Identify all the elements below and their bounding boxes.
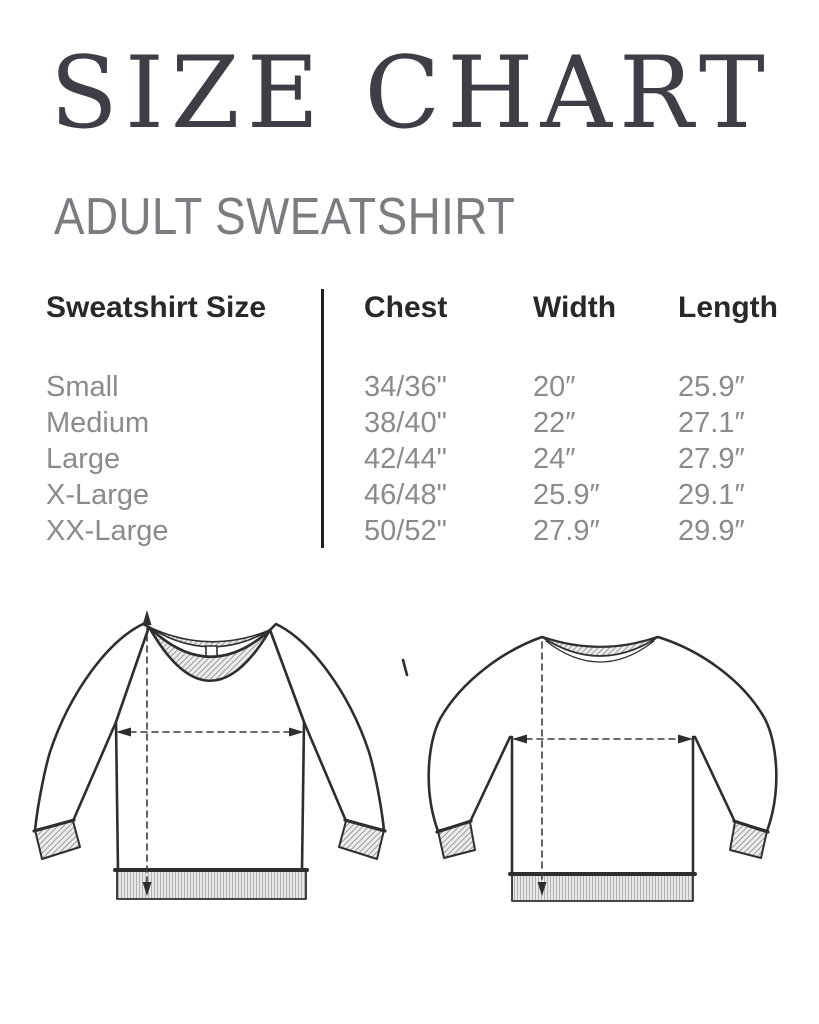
stray-mark: [401, 658, 409, 677]
page-title: SIZE CHART: [50, 36, 772, 151]
size-cell: Small: [46, 371, 119, 403]
table-row: Large 42/44" 24″ 27.9″: [0, 443, 819, 479]
length-cell: 25.9″: [678, 371, 745, 403]
back-hem-ribbing: [511, 873, 694, 902]
column-header-size: Sweatshirt Size: [46, 291, 267, 324]
length-cell: 27.1″: [678, 407, 745, 439]
size-cell: XX-Large: [46, 515, 169, 547]
column-header-width: Width: [533, 291, 617, 324]
back-length-measure-line: [537, 641, 547, 896]
column-header-chest: Chest: [364, 291, 448, 324]
width-cell: 22″: [533, 407, 576, 439]
back-right-cuff-seam: [732, 819, 770, 834]
length-cell: 29.1″: [678, 479, 745, 511]
size-cell: X-Large: [46, 479, 150, 511]
back-left-cuff-seam: [435, 819, 473, 834]
table-row: Small 34/36" 20″ 25.9″: [0, 371, 819, 407]
table-row: Medium 38/40" 22″ 27.1″: [0, 407, 819, 443]
size-cell: Medium: [46, 407, 150, 439]
table-divider-line: [321, 289, 324, 548]
chest-cell: 42/44": [364, 443, 447, 475]
sweatshirt-diagrams: [32, 610, 778, 902]
width-cell: 25.9″: [533, 479, 600, 511]
chest-cell: 50/52": [364, 515, 447, 547]
table-row: X-Large 46/48" 25.9″ 29.1″: [0, 479, 819, 515]
width-cell: 20″: [533, 371, 576, 403]
back-width-measure-line: [512, 734, 693, 744]
length-cell: 27.9″: [678, 443, 745, 475]
chest-cell: 34/36": [364, 371, 447, 403]
back-collar-seam: [545, 640, 655, 663]
back-silhouette: [427, 635, 778, 876]
front-length-measure-line: [142, 610, 152, 896]
back-collar-ribbing: [541, 636, 659, 657]
front-left-cuff-seam: [32, 818, 76, 833]
sweatshirt-back-diagram: [427, 635, 778, 902]
length-cell: 29.9″: [678, 515, 745, 547]
front-right-sleeve: [268, 622, 386, 833]
width-cell: 27.9″: [533, 515, 600, 547]
chest-cell: 38/40": [364, 407, 447, 439]
sweatshirt-front-diagram: [32, 610, 387, 900]
front-right-cuff-seam: [343, 818, 387, 833]
chest-cell: 46/48": [364, 479, 447, 511]
size-cell: Large: [46, 443, 121, 475]
front-left-sleeve: [33, 622, 151, 833]
table-row: XX-Large 50/52" 27.9″ 29.9″: [0, 515, 819, 551]
width-cell: 24″: [533, 443, 576, 475]
front-width-measure-line: [116, 727, 304, 737]
page-subtitle: ADULT SWEATSHIRT: [54, 188, 516, 246]
column-header-length: Length: [678, 291, 778, 324]
front-collar-ribbing: [147, 625, 272, 682]
